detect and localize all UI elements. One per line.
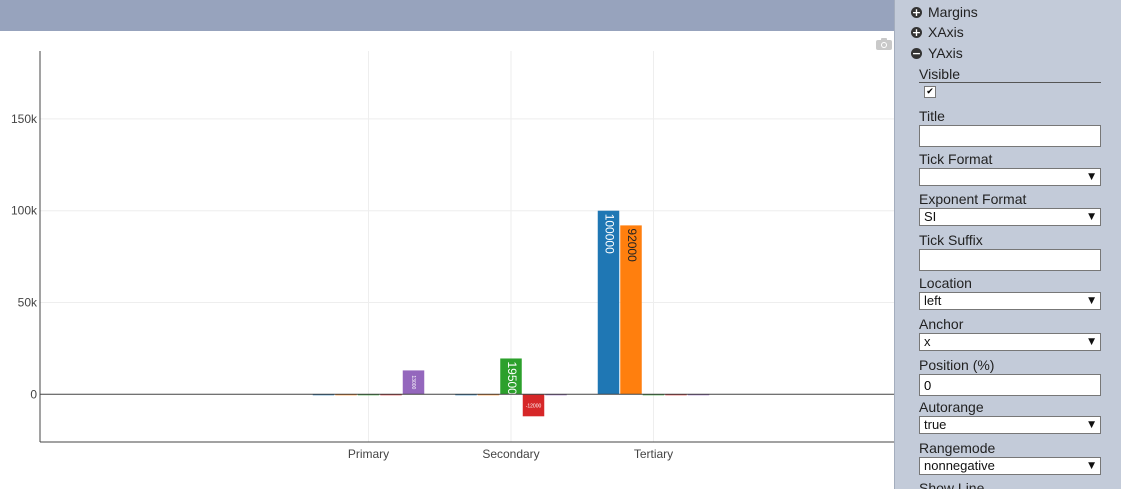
data-label: -12000 xyxy=(526,403,542,409)
autorange-field: Autorange true ▼ xyxy=(919,399,1101,434)
title-input[interactable] xyxy=(919,125,1101,147)
bar xyxy=(500,358,522,395)
rangemode-value: nonnegative xyxy=(924,458,995,473)
rangemode-label: Rangemode xyxy=(919,440,996,456)
section-xaxis[interactable]: + XAxis xyxy=(911,24,964,40)
autorange-label: Autorange xyxy=(919,399,984,415)
plot-header-bar xyxy=(0,0,894,31)
visible-field: Visible ✔ xyxy=(919,66,1101,98)
y-tick-label: 0 xyxy=(30,387,37,401)
anchor-value: x xyxy=(924,334,931,349)
rangemode-select[interactable]: nonnegative ▼ xyxy=(919,457,1101,475)
chevron-down-icon: ▼ xyxy=(1088,212,1095,222)
autorange-value: true xyxy=(924,417,947,432)
bar xyxy=(597,210,620,395)
tick-format-label: Tick Format xyxy=(919,151,993,167)
bar-chart: 0 50k 100k 150k Primary Secondary Tertiary 1000… xyxy=(11,51,894,461)
tick-format-select[interactable]: ▼ xyxy=(919,168,1101,186)
section-yaxis[interactable]: − YAxis xyxy=(911,45,963,61)
title-label: Title xyxy=(919,108,945,124)
data-label: 13000 xyxy=(410,375,416,389)
data-label: 19500 xyxy=(505,361,519,395)
tick-format-field: Tick Format ▼ xyxy=(919,151,1101,186)
show-line-label: Show Line xyxy=(919,480,985,489)
section-yaxis-label: YAxis xyxy=(928,45,963,61)
position-field: Position (%) xyxy=(919,357,1101,396)
anchor-field: Anchor x ▼ xyxy=(919,316,1101,351)
chevron-down-icon: ▼ xyxy=(1088,296,1095,306)
camera-icon[interactable] xyxy=(876,38,892,50)
bar xyxy=(402,370,425,395)
section-margins-label: Margins xyxy=(928,4,978,20)
chevron-down-icon: ▼ xyxy=(1088,172,1095,182)
expand-icon: + xyxy=(911,25,922,39)
anchor-label: Anchor xyxy=(919,316,964,332)
chevron-down-icon: ▼ xyxy=(1088,461,1095,471)
visible-label: Visible xyxy=(919,66,1101,83)
y-tick-label: 150k xyxy=(11,112,38,126)
expand-icon: + xyxy=(911,5,922,19)
exponent-format-field: Exponent Format SI ▼ xyxy=(919,191,1101,226)
position-label: Position (%) xyxy=(919,357,995,373)
exponent-format-label: Exponent Format xyxy=(919,191,1027,207)
show-line-field: Show Line xyxy=(919,480,1101,489)
title-field: Title xyxy=(919,108,1101,147)
rangemode-field: Rangemode nonnegative ▼ xyxy=(919,440,1101,475)
exponent-format-select[interactable]: SI ▼ xyxy=(919,208,1101,226)
exponent-format-value: SI xyxy=(924,209,937,224)
y-tick-label: 50k xyxy=(18,295,38,309)
bar xyxy=(620,225,642,395)
settings-panel: + Margins + XAxis − YAxis Visible ✔ Titl… xyxy=(894,0,1121,489)
x-tick-label: Secondary xyxy=(482,447,539,461)
location-value: left xyxy=(924,293,942,308)
location-field: Location left ▼ xyxy=(919,275,1101,310)
data-label: 100000 xyxy=(602,214,616,254)
collapse-icon: − xyxy=(911,46,922,60)
tick-suffix-input[interactable] xyxy=(919,249,1101,271)
x-tick-label: Tertiary xyxy=(634,447,673,461)
section-xaxis-label: XAxis xyxy=(928,24,964,40)
chevron-down-icon: ▼ xyxy=(1088,420,1095,430)
tick-suffix-label: Tick Suffix xyxy=(919,232,983,248)
autorange-select[interactable]: true ▼ xyxy=(919,416,1101,434)
anchor-select[interactable]: x ▼ xyxy=(919,333,1101,351)
y-tick-label: 100k xyxy=(11,204,38,218)
chevron-down-icon: ▼ xyxy=(1088,337,1095,347)
tick-suffix-field: Tick Suffix xyxy=(919,232,1101,271)
position-input[interactable] xyxy=(919,374,1101,396)
data-label: 92000 xyxy=(625,228,639,262)
plot-area: 0 50k 100k 150k Primary Secondary Tertiary 1000… xyxy=(0,31,894,489)
section-margins[interactable]: + Margins xyxy=(911,4,978,20)
location-select[interactable]: left ▼ xyxy=(919,292,1101,310)
bar xyxy=(522,394,545,417)
visible-checkbox[interactable]: ✔ xyxy=(924,86,936,98)
x-tick-label: Primary xyxy=(348,447,389,461)
location-label: Location xyxy=(919,275,972,291)
